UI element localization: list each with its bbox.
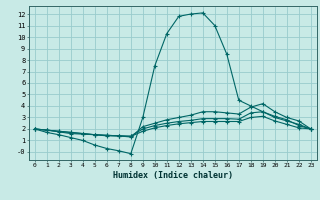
X-axis label: Humidex (Indice chaleur): Humidex (Indice chaleur): [113, 171, 233, 180]
